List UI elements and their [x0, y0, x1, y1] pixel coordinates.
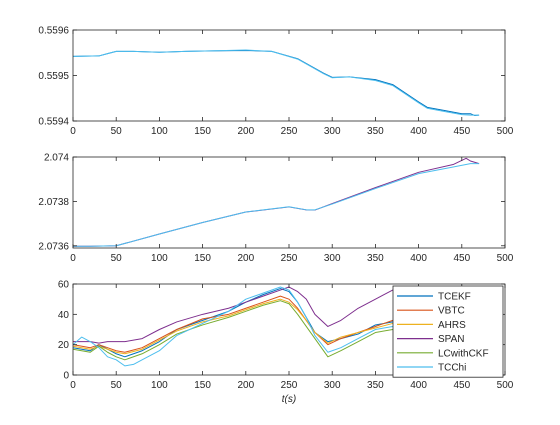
y-tick-label: 2.0736 — [38, 241, 69, 252]
x-tick-label: 0 — [70, 253, 76, 264]
x-tick-label: 150 — [194, 126, 211, 137]
x-tick-label: 400 — [410, 253, 427, 264]
x-tick-label: 50 — [111, 126, 123, 137]
x-axis-label: t(s) — [282, 394, 296, 405]
x-tick-label: 450 — [453, 380, 470, 391]
x-tick-label: 500 — [497, 380, 514, 391]
legend-label-tcekf: TCEKF — [438, 292, 471, 303]
x-tick-label: 450 — [453, 253, 470, 264]
legend-label-ahrs: AHRS — [438, 320, 466, 331]
series-line-plot2-2 — [73, 163, 480, 247]
y-tick-label: 2.074 — [44, 153, 69, 164]
x-tick-label: 450 — [453, 126, 470, 137]
x-tick-label: 350 — [367, 380, 384, 391]
x-tick-label: 300 — [324, 126, 341, 137]
x-tick-label: 50 — [111, 380, 123, 391]
x-tick-label: 100 — [151, 253, 168, 264]
legend-label-vbtc: VBTC — [438, 306, 465, 317]
subplot-1: 0 50 100 150 200 250 300 350 400 450 500 0.5594 0.55… — [38, 26, 513, 138]
x-tick-label: 200 — [237, 253, 254, 264]
x-tick-label: 250 — [281, 380, 298, 391]
x-tick-label: 300 — [324, 380, 341, 391]
y-tick-label: 0.5595 — [38, 71, 69, 82]
x-tick-label: 0 — [70, 380, 76, 391]
y-tick-label: 2.0738 — [38, 197, 69, 208]
x-tick-label: 150 — [194, 253, 211, 264]
x-tick-label: 250 — [281, 253, 298, 264]
x-tick-label: 500 — [497, 253, 514, 264]
x-tick-label: 50 — [111, 253, 123, 264]
legend-label-span: SPAN — [438, 334, 465, 345]
x-tick-label: 200 — [237, 380, 254, 391]
axes-box — [72, 156, 506, 249]
x-tick-label: 150 — [194, 380, 211, 391]
x-tick-label: 300 — [324, 253, 341, 264]
x-tick-label: 350 — [367, 253, 384, 264]
x-tick-label: 0 — [70, 126, 76, 137]
subplot-3: 0 50 100 150 200 250 300 350 400 450 500 0 20 40 60 t(s… — [58, 280, 514, 406]
axes-box — [72, 29, 506, 122]
x-tick-label: 100 — [151, 126, 168, 137]
x-tick-label: 200 — [237, 126, 254, 137]
x-tick-label: 100 — [151, 380, 168, 391]
legend-label-tcchi: TCChi — [438, 363, 466, 374]
subplot-2: 0 50 100 150 200 250 300 350 400 450 500 2.0736 2.07… — [38, 153, 513, 265]
legend: TCEKF VBTC AHRS SPAN LCwithCKF TCChi — [392, 285, 504, 378]
x-tick-label: 500 — [497, 126, 514, 137]
series-line-plot1-2 — [73, 49, 480, 116]
y-tick-label: 60 — [58, 280, 70, 291]
x-tick-label: 350 — [367, 126, 384, 137]
series-line-plot2-1 — [73, 157, 480, 247]
x-tick-label: 250 — [281, 126, 298, 137]
legend-label-lcwithckf: LCwithCKF — [438, 348, 489, 359]
y-tick-label: 0 — [63, 371, 69, 382]
y-tick-label: 20 — [58, 340, 70, 351]
y-tick-label: 0.5594 — [38, 117, 69, 128]
series-line-plot1-1 — [73, 49, 480, 117]
y-tick-label: 40 — [58, 310, 70, 321]
y-tick-label: 0.5596 — [38, 26, 69, 37]
legend-box — [392, 285, 504, 378]
x-tick-label: 400 — [410, 380, 427, 391]
x-tick-label: 400 — [410, 126, 427, 137]
